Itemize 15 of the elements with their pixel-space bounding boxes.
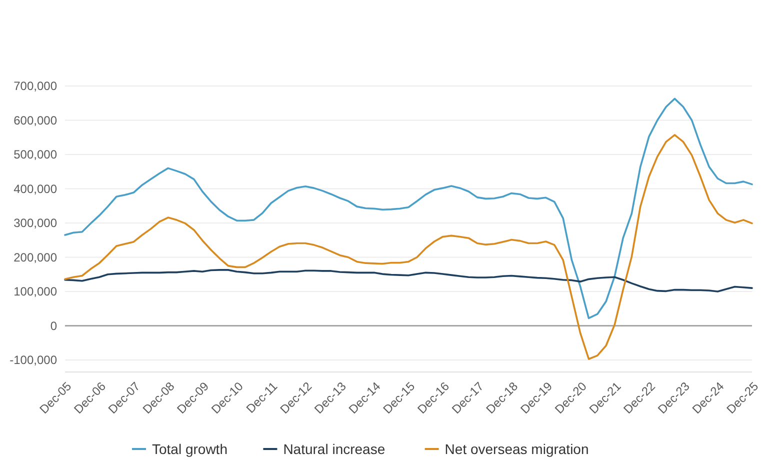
y-tick-label: 600,000 — [14, 113, 58, 128]
y-tick-label: 300,000 — [14, 216, 58, 230]
line-series — [64, 134, 753, 360]
legend-label: Natural increase — [283, 440, 386, 457]
y-tick-label: 700,000 — [14, 79, 58, 94]
legend-label: Net overseas migration — [444, 440, 589, 457]
y-tick-label: 500,000 — [14, 148, 58, 162]
y-tick-label: 400,000 — [14, 182, 58, 196]
line-series — [64, 269, 753, 292]
line-series — [64, 98, 753, 320]
y-tick-label: 200,000 — [14, 250, 58, 264]
y-tick-label: -100,000 — [10, 353, 58, 368]
legend-label: Total growth — [152, 440, 228, 457]
y-tick-label: 0 — [50, 318, 58, 333]
y-tick-label: 100,000 — [14, 284, 58, 299]
